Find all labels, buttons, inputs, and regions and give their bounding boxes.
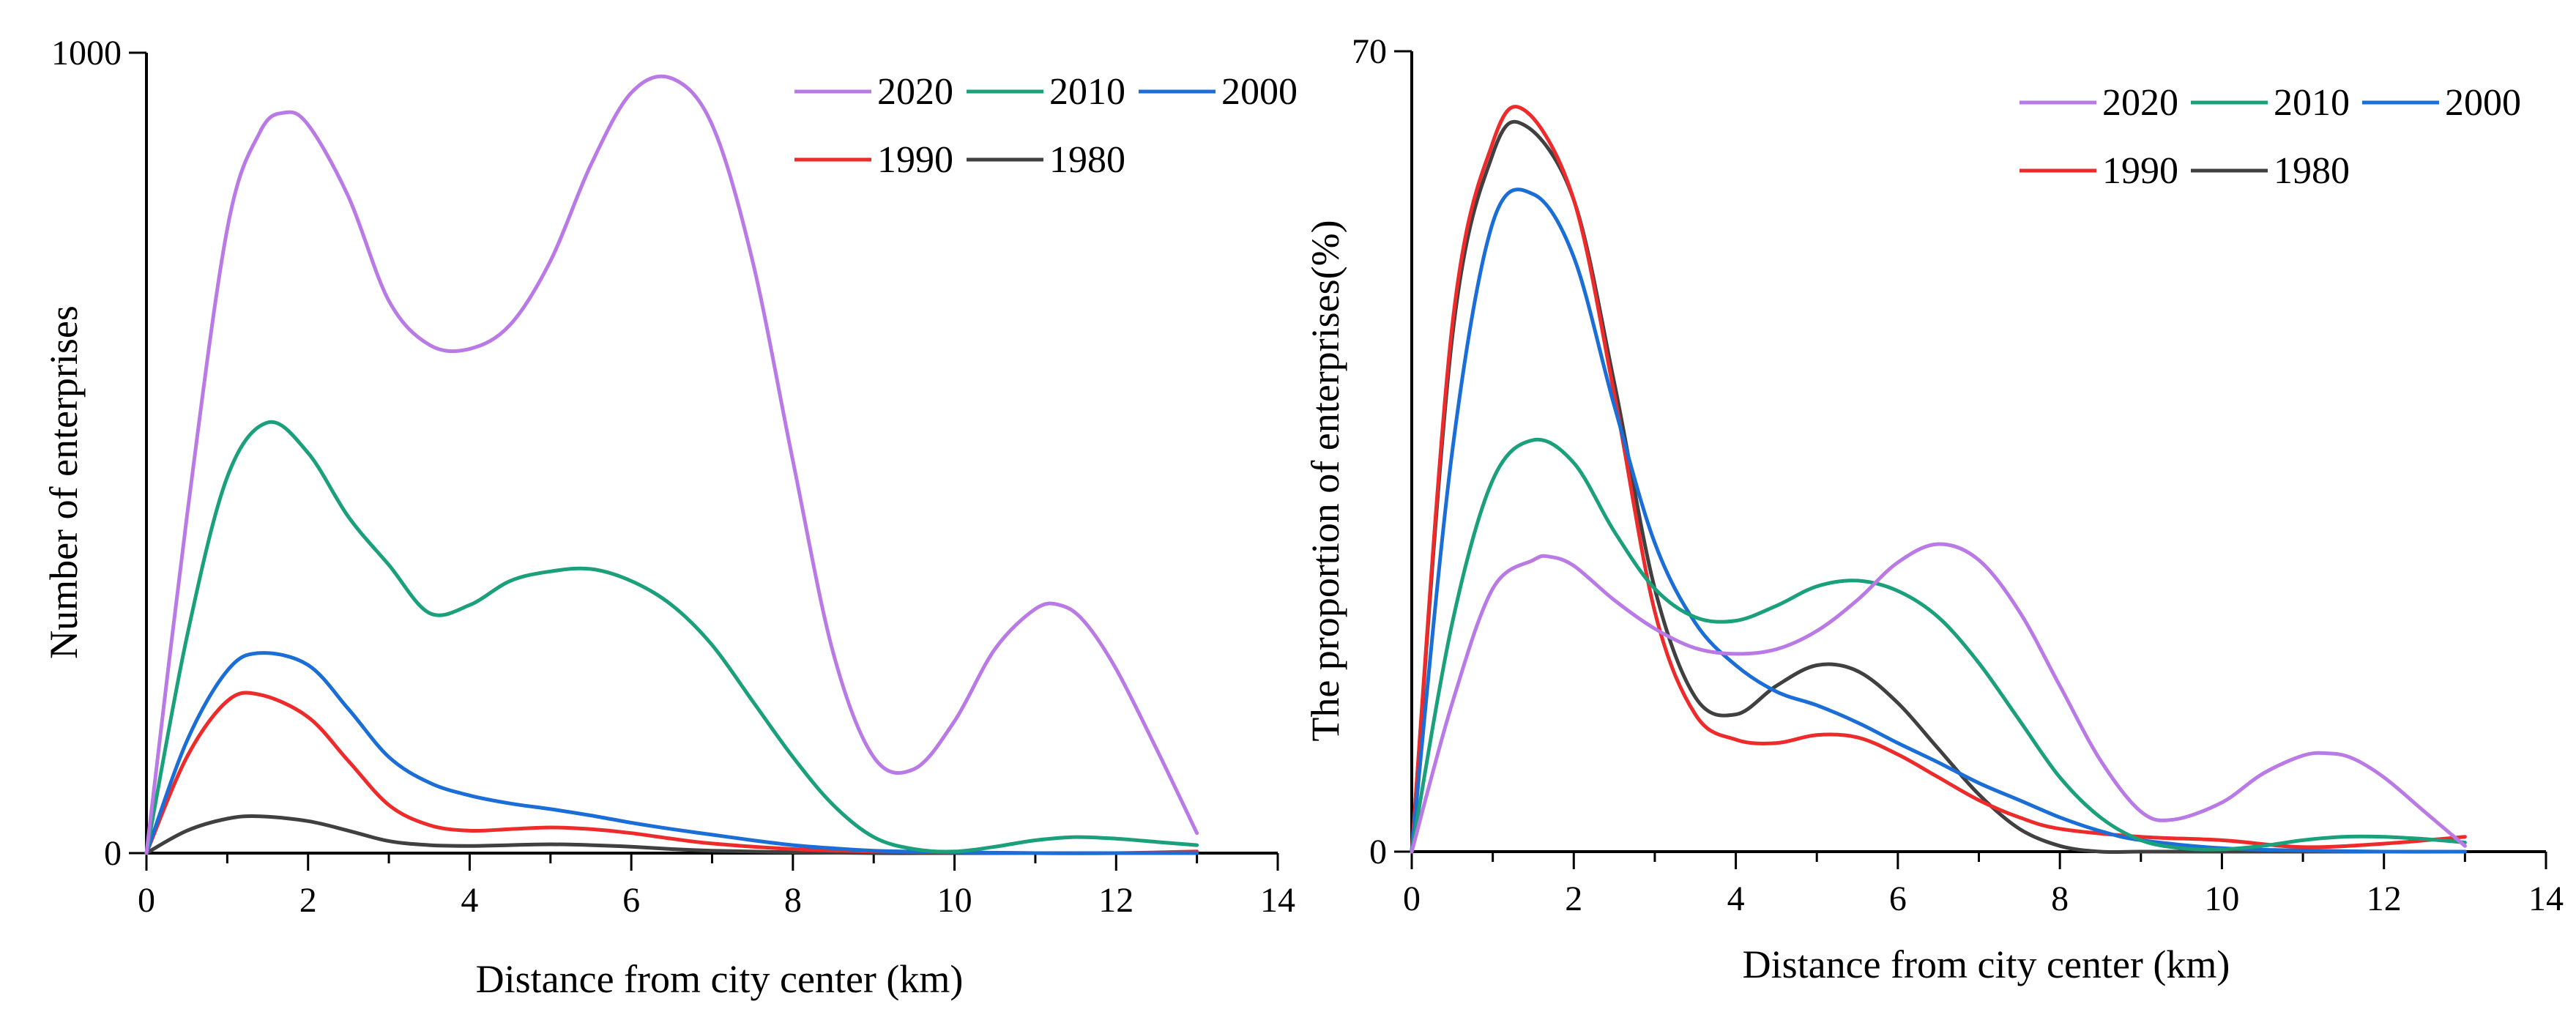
legend-label: 1990: [877, 139, 953, 181]
x-tick-label: 0: [138, 881, 155, 920]
legend-entry-2020: 2020: [794, 71, 953, 113]
x-tick-label: 12: [2367, 879, 2402, 918]
x-tick-label: 4: [461, 881, 478, 920]
series-line-2020: [1410, 542, 2467, 854]
legend-entry-2000: 2000: [2362, 82, 2521, 124]
series-line-2000: [144, 651, 1199, 855]
legend-label: 2000: [1221, 71, 1298, 113]
legend-label: 2010: [2274, 82, 2350, 124]
series-line-2010: [1410, 437, 2467, 854]
legend-entry-1990: 1990: [794, 139, 953, 181]
x-axis-title: Distance from city center (km): [476, 957, 964, 1001]
series-line-1980: [144, 814, 1199, 855]
legend-entry-1990: 1990: [2020, 150, 2178, 192]
legend-label: 2010: [1049, 71, 1125, 113]
x-tick-label: 12: [1098, 881, 1133, 920]
x-tick-label: 10: [2204, 879, 2239, 918]
x-tick-label: 10: [937, 881, 972, 920]
y-tick-label: 1000: [51, 34, 122, 72]
x-tick-label: 6: [622, 881, 640, 920]
x-tick-label: 2: [1565, 879, 1582, 918]
legend-entry-2020: 2020: [2020, 82, 2178, 124]
legend-label: 1990: [2102, 150, 2178, 192]
legend-entry-2000: 2000: [1139, 71, 1298, 113]
legend-entry-2010: 2010: [2191, 82, 2350, 124]
x-tick-label: 2: [299, 881, 317, 920]
series-line-1990: [1410, 105, 2467, 854]
x-tick-label: 6: [1889, 879, 1907, 918]
x-tick-label: 14: [2528, 879, 2564, 918]
y-tick-label: 0: [104, 834, 122, 873]
series-line-1980: [1410, 119, 2467, 855]
series-line-2000: [1410, 187, 2467, 854]
series-line-2010: [144, 420, 1199, 855]
y-tick-label: 0: [1369, 833, 1387, 871]
legend-label: 2020: [877, 71, 953, 113]
chart-enterprise-proportion: 0 2 4 6 8 10 12 14 0 70 Distance from city center …: [1303, 32, 2564, 986]
legend-entry-1980: 1980: [967, 139, 1125, 181]
x-axis-title: Distance from city center (km): [1743, 942, 2230, 986]
legend-label: 1980: [2274, 150, 2350, 192]
x-tick-label: 8: [784, 881, 802, 920]
x-tick-label: 0: [1403, 879, 1421, 918]
series-line-2020: [144, 74, 1199, 855]
legend-label: 2020: [2102, 82, 2178, 124]
y-axis-title: The proportion of enterprises(%): [1303, 220, 1347, 741]
y-axis-title: Number of enterprises: [42, 305, 86, 659]
legend-label: 2000: [2445, 82, 2521, 124]
x-tick-label: 8: [2051, 879, 2069, 918]
x-tick-label: 4: [1727, 879, 1745, 918]
legend-entry-2010: 2010: [967, 71, 1125, 113]
chart-enterprise-count: 0 2 4 6 8 10 12 14 0 1000 Distance from city cente…: [42, 34, 1298, 1001]
x-tick-label: 14: [1260, 881, 1295, 920]
legend-label: 1980: [1049, 139, 1125, 181]
legend-entry-1980: 1980: [2191, 150, 2350, 192]
y-tick-label: 70: [1352, 32, 1387, 71]
